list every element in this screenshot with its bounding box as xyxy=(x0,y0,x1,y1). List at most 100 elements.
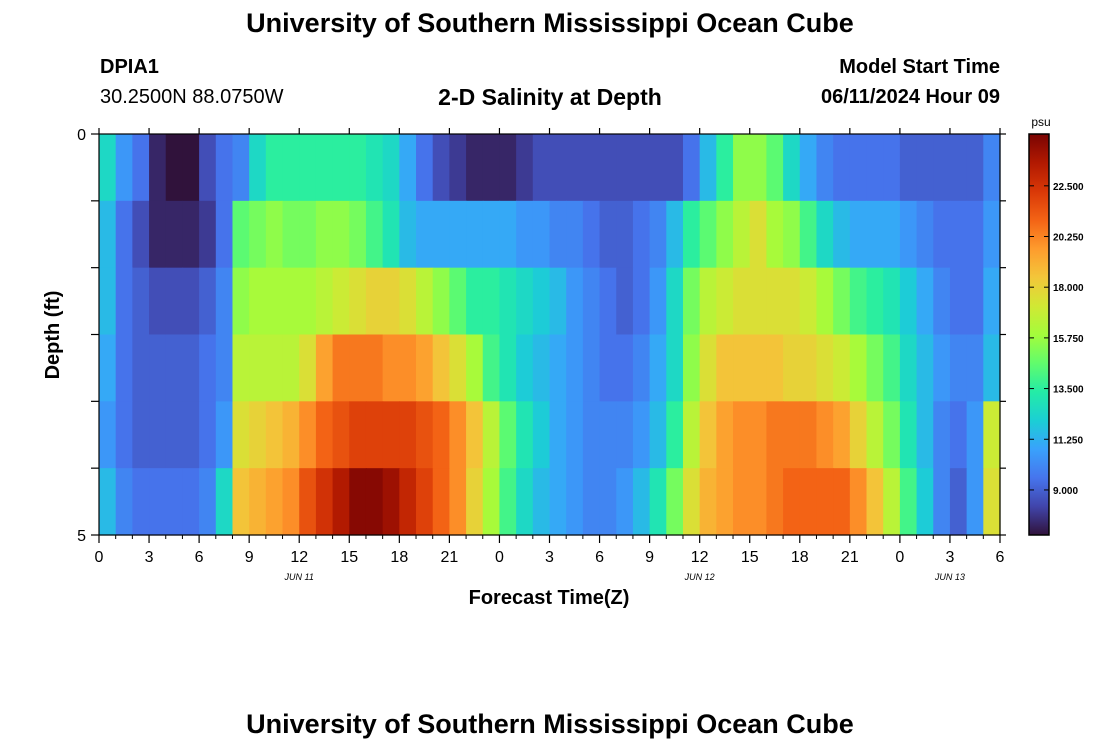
heatmap-cell xyxy=(783,267,801,336)
heatmap-cell xyxy=(749,468,768,536)
heatmap-cell xyxy=(799,267,818,336)
heatmap-cell xyxy=(332,200,350,269)
heatmap-cell xyxy=(99,267,117,336)
heatmap-cell xyxy=(516,267,534,336)
heatmap-cell xyxy=(733,200,751,269)
heatmap-cell xyxy=(933,334,951,402)
heatmap-cell xyxy=(149,267,167,336)
heatmap-cell xyxy=(149,134,167,202)
heatmap-cell xyxy=(132,134,150,202)
y-axis: 05 xyxy=(77,127,1006,545)
heatmap-cell xyxy=(149,200,167,269)
heatmap-cell xyxy=(432,267,450,336)
heatmap-cell xyxy=(482,134,501,202)
heatmap-cell xyxy=(499,334,517,402)
heatmap-cell xyxy=(449,334,467,402)
colorbar-tick-label: 15.750 xyxy=(1053,334,1084,345)
x-tick-label: 18 xyxy=(390,549,408,566)
heatmap-cell xyxy=(916,134,934,202)
heatmap-cell xyxy=(783,468,801,536)
heatmap-cell xyxy=(582,134,601,202)
colorbar-tick-label: 13.500 xyxy=(1053,385,1084,396)
heatmap-cell xyxy=(165,200,184,269)
heatmap-cell xyxy=(599,401,617,469)
heatmap-cell xyxy=(682,401,701,469)
heatmap-cell xyxy=(582,401,601,469)
heatmap-cell xyxy=(332,468,350,536)
heatmap-cell xyxy=(899,267,918,336)
heatmap-cell xyxy=(532,200,551,269)
x-axis-label: Forecast Time(Z) xyxy=(469,587,630,609)
heatmap-cell xyxy=(549,468,567,536)
heatmap-cell xyxy=(332,267,350,336)
heatmap-cell xyxy=(99,200,117,269)
heatmap-cell xyxy=(482,267,501,336)
heatmap-cell xyxy=(416,267,434,336)
heatmap-cell xyxy=(899,334,918,402)
x-tick-label: 6 xyxy=(195,549,204,566)
heatmap-cell xyxy=(749,334,768,402)
x-tick-label: 21 xyxy=(440,549,458,566)
heatmap-cell xyxy=(382,200,400,269)
heatmap-cell xyxy=(799,134,818,202)
heatmap-cell xyxy=(766,401,784,469)
heatmap-cell xyxy=(432,468,450,536)
heatmap-cell xyxy=(416,200,434,269)
date-label: JUN 11 xyxy=(284,572,314,582)
heatmap-cell xyxy=(833,468,851,536)
x-tick-label: 0 xyxy=(495,549,504,566)
heatmap-cell xyxy=(983,468,1001,536)
heatmap-cell xyxy=(115,468,133,536)
heatmap-cell xyxy=(282,200,300,269)
heatmap-cell xyxy=(699,267,717,336)
heatmap-cell xyxy=(966,267,984,336)
station-coordinates: 30.2500N 88.0750W xyxy=(100,86,284,108)
heatmap-cell xyxy=(916,200,934,269)
heatmap-cell xyxy=(199,267,217,336)
heatmap-cell xyxy=(699,334,717,402)
heatmap-cell xyxy=(249,267,267,336)
heatmap-cell xyxy=(933,200,951,269)
heatmap-cell xyxy=(549,200,567,269)
heatmap-cell xyxy=(399,401,417,469)
heatmap-cell xyxy=(466,334,484,402)
heatmap-cell xyxy=(899,134,918,202)
heatmap-cell xyxy=(816,334,834,402)
heatmap-cell xyxy=(866,401,884,469)
heatmap-cell xyxy=(632,267,651,336)
heatmap-cell xyxy=(215,134,234,202)
heatmap-cell xyxy=(165,334,184,402)
heatmap-cell xyxy=(132,200,150,269)
heatmap-cell xyxy=(349,334,367,402)
heatmap-cell xyxy=(849,401,868,469)
heatmap-cell xyxy=(616,267,634,336)
heatmap-cell xyxy=(449,401,467,469)
heatmap-cell xyxy=(699,134,717,202)
heatmap-cell xyxy=(249,401,267,469)
heatmap-cell xyxy=(766,267,784,336)
heatmap-cell xyxy=(182,267,200,336)
heatmap-cell xyxy=(482,334,501,402)
heatmap-cell xyxy=(99,334,117,402)
heatmap-cell xyxy=(649,200,667,269)
heatmap-cell xyxy=(849,134,868,202)
heatmap-cell xyxy=(466,468,484,536)
heatmap-cell xyxy=(149,334,167,402)
x-tick-label: 6 xyxy=(595,549,604,566)
heatmap-cell xyxy=(849,200,868,269)
heatmap-cell xyxy=(399,334,417,402)
heatmap-cell xyxy=(816,267,834,336)
heatmap-cell xyxy=(716,134,734,202)
heatmap-cell xyxy=(132,468,150,536)
colorbar-unit: psu xyxy=(1031,115,1050,129)
heatmap-cell xyxy=(516,401,534,469)
heatmap-cell xyxy=(99,401,117,469)
heatmap-cell xyxy=(199,468,217,536)
heatmap-cell xyxy=(949,134,968,202)
heatmap-cell xyxy=(682,334,701,402)
heatmap-cell xyxy=(849,334,868,402)
heatmap-cell xyxy=(599,468,617,536)
colorbar-tick-label: 18.000 xyxy=(1053,283,1084,294)
heatmap-cell xyxy=(249,468,267,536)
